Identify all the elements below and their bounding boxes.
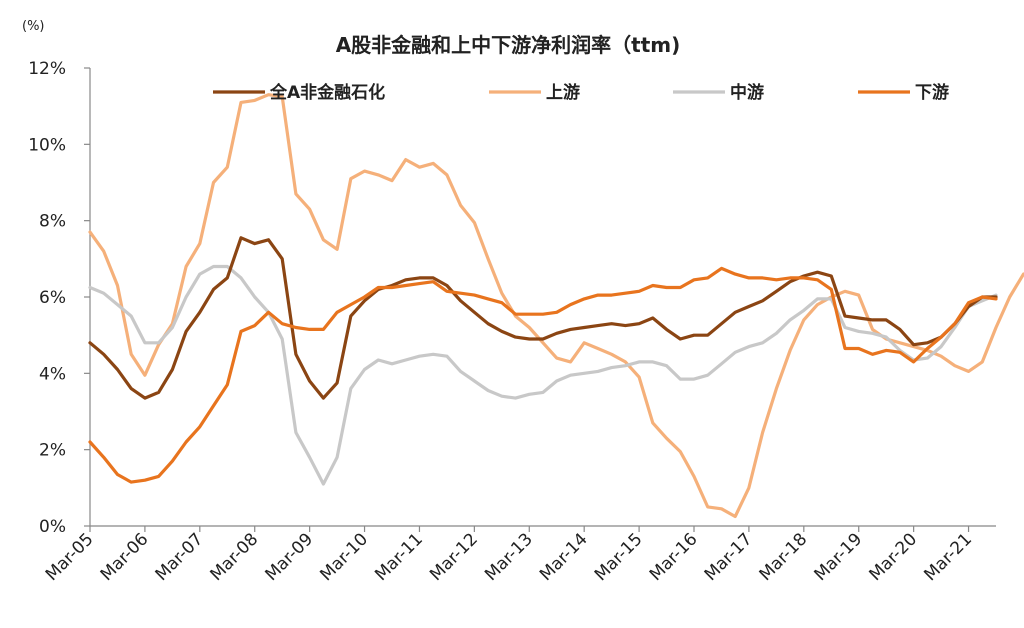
y-tick-label: 6% <box>39 288 66 308</box>
x-tick-label: Mar-07 <box>152 529 208 585</box>
x-tick-label: Mar-13 <box>481 529 537 585</box>
y-tick-label: 10% <box>28 135 66 155</box>
y-tick-label: 0% <box>39 517 66 537</box>
legend-label: 下游 <box>915 82 949 103</box>
y-unit-label: (%) <box>22 19 45 34</box>
chart-title: A股非金融和上中下游净利润率（ttm) <box>336 33 681 57</box>
x-tick-label: Mar-05 <box>42 529 98 585</box>
x-tick-label: Mar-18 <box>756 529 812 585</box>
y-tick-label: 2% <box>39 441 66 461</box>
legend-label: 中游 <box>730 82 764 103</box>
x-tick-label: Mar-12 <box>426 529 482 585</box>
legend: 全A非金融石化 上游 中游 下游 <box>213 82 949 103</box>
x-tick-label: Mar-09 <box>261 529 317 585</box>
x-tick-label: Mar-06 <box>97 529 153 585</box>
legend-label: 全A非金融石化 <box>269 82 385 103</box>
x-tick-label: Mar-14 <box>536 529 592 585</box>
legend-label: 上游 <box>546 82 580 103</box>
series-line <box>88 93 1024 519</box>
series-line <box>88 236 998 400</box>
series-line <box>88 266 998 484</box>
x-tick-label: Mar-19 <box>811 529 867 585</box>
y-tick-label: 4% <box>39 364 66 384</box>
y-tick-label: 12% <box>28 59 66 79</box>
x-tick-label: Mar-15 <box>591 529 647 585</box>
x-tick-label: Mar-20 <box>865 529 921 585</box>
series-line <box>88 264 998 486</box>
y-tick-label: 8% <box>39 212 66 232</box>
x-tick-label: Mar-21 <box>920 529 976 585</box>
x-tick-label: Mar-17 <box>701 529 757 585</box>
series-layer <box>88 93 1024 519</box>
x-tick-label: Mar-10 <box>316 529 372 585</box>
x-tick-label: Mar-11 <box>371 529 427 585</box>
x-tick-label: Mar-16 <box>646 529 702 585</box>
x-tick-label: Mar-08 <box>207 529 263 585</box>
